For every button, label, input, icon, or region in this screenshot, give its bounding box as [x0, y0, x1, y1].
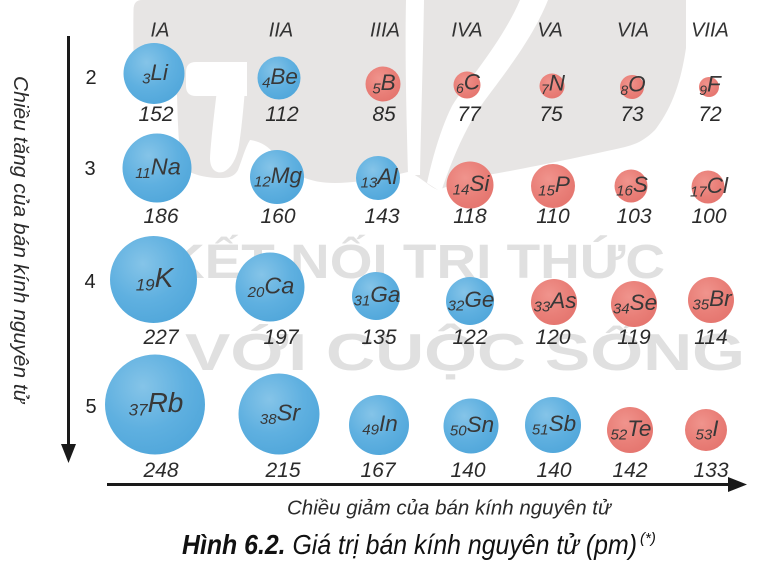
svg-text:215: 215	[264, 459, 300, 482]
svg-text:186: 186	[143, 205, 178, 228]
svg-text:118: 118	[453, 205, 487, 228]
svg-text:119: 119	[617, 326, 651, 349]
svg-text:13Al: 13Al	[361, 164, 399, 192]
svg-text:16S: 16S	[616, 172, 648, 200]
svg-text:51Sb: 51Sb	[532, 411, 576, 439]
svg-text:6C: 6C	[456, 70, 481, 97]
svg-text:85: 85	[372, 103, 396, 126]
svg-text:110: 110	[536, 205, 570, 228]
svg-text:75: 75	[539, 103, 563, 126]
svg-text:31Ga: 31Ga	[354, 282, 401, 310]
svg-text:197: 197	[263, 326, 299, 349]
svg-text:72: 72	[698, 103, 722, 126]
svg-text:112: 112	[265, 103, 299, 126]
svg-text:Chiều giảm của bán kính nguyên: Chiều giảm của bán kính nguyên tử	[287, 498, 612, 520]
svg-text:3Li: 3Li	[142, 60, 169, 88]
svg-text:33As: 33As	[534, 288, 577, 316]
svg-text:15P: 15P	[538, 172, 570, 200]
svg-text:53I: 53I	[696, 416, 719, 444]
svg-text:5: 5	[85, 396, 96, 418]
svg-text:52Te: 52Te	[611, 416, 652, 444]
svg-text:152: 152	[138, 103, 173, 126]
svg-text:135: 135	[361, 326, 396, 349]
svg-text:17Cl: 17Cl	[690, 173, 729, 201]
svg-text:133: 133	[693, 459, 728, 482]
svg-text:248: 248	[142, 459, 178, 482]
svg-text:38Sr: 38Sr	[260, 399, 301, 428]
svg-text:20Ca: 20Ca	[247, 272, 295, 301]
svg-text:Hình 6.2. Giá trị bán kính ngu: Hình 6.2. Giá trị bán kính nguyên tử (pm…	[182, 529, 637, 560]
svg-text:9F: 9F	[699, 72, 722, 99]
svg-text:7N: 7N	[541, 71, 566, 98]
svg-text:160: 160	[260, 205, 295, 228]
svg-text:35Br: 35Br	[692, 286, 733, 314]
svg-text:120: 120	[535, 326, 570, 349]
svg-text:14Si: 14Si	[453, 171, 491, 199]
svg-text:8O: 8O	[620, 72, 645, 99]
svg-text:34Se: 34Se	[613, 290, 657, 318]
svg-text:37Rb: 37Rb	[129, 387, 184, 420]
svg-text:11Na: 11Na	[135, 153, 181, 182]
svg-text:227: 227	[142, 326, 179, 349]
svg-text:4Be: 4Be	[262, 64, 298, 92]
svg-text:77: 77	[457, 103, 482, 126]
svg-text:100: 100	[691, 205, 726, 228]
svg-text:IIIA: IIIA	[370, 20, 400, 42]
svg-text:4: 4	[84, 271, 95, 293]
svg-text:5B: 5B	[372, 70, 395, 98]
svg-text:(*): (*)	[640, 530, 656, 547]
svg-text:VA: VA	[537, 20, 563, 42]
svg-text:103: 103	[616, 205, 651, 228]
svg-text:VIA: VIA	[617, 20, 649, 42]
svg-text:VỚI CUỘC SỐNG: VỚI CUỘC SỐNG	[185, 323, 745, 382]
svg-text:140: 140	[450, 459, 485, 482]
svg-text:VIIA: VIIA	[691, 20, 729, 42]
svg-text:143: 143	[364, 205, 399, 228]
svg-text:73: 73	[620, 103, 644, 126]
svg-text:IIA: IIA	[269, 20, 293, 42]
svg-text:167: 167	[360, 459, 396, 482]
svg-text:IA: IA	[151, 20, 170, 42]
svg-text:32Ge: 32Ge	[448, 287, 495, 315]
svg-text:49In: 49In	[362, 411, 397, 439]
svg-text:3: 3	[84, 158, 95, 180]
svg-text:114: 114	[694, 326, 727, 349]
svg-text:50Sn: 50Sn	[450, 412, 494, 440]
svg-text:IVA: IVA	[451, 20, 482, 42]
svg-text:122: 122	[452, 326, 487, 349]
svg-text:140: 140	[536, 459, 571, 482]
svg-text:12Mg: 12Mg	[254, 163, 302, 191]
svg-text:Chiều tăng của bán kính nguyên: Chiều tăng của bán kính nguyên tử	[9, 76, 31, 404]
svg-text:142: 142	[612, 459, 647, 482]
svg-text:2: 2	[85, 67, 96, 89]
svg-text:19K: 19K	[136, 262, 175, 295]
